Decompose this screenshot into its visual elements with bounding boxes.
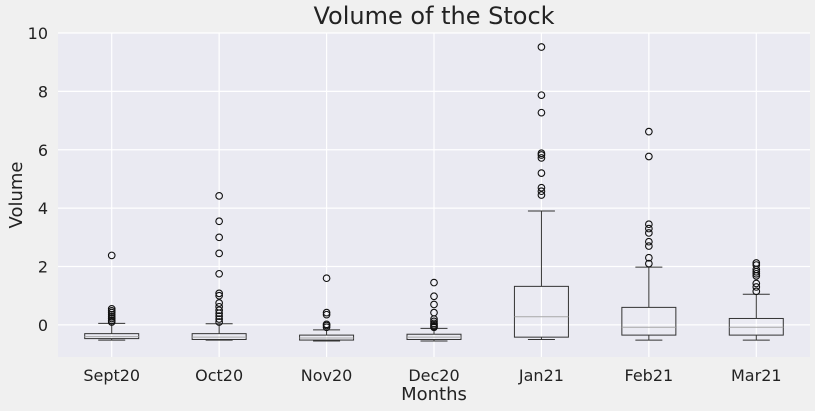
outlier-point xyxy=(215,249,223,258)
y-tick-label: 8 xyxy=(38,82,48,101)
iqr-box xyxy=(513,285,569,338)
y-axis-title: Volume xyxy=(6,162,27,229)
outlier-point xyxy=(322,323,331,332)
outlier-point xyxy=(215,309,223,318)
y-axis-ticks: 0 2 4 6 8 10 xyxy=(28,24,48,335)
outlier-point xyxy=(645,253,653,262)
outlier-point xyxy=(215,217,223,226)
box-mar21 xyxy=(728,259,784,341)
x-tick-label: Oct20 xyxy=(195,366,243,385)
outlier-point xyxy=(215,315,223,323)
iqr-box xyxy=(191,333,247,340)
outlier-point xyxy=(645,152,653,161)
x-tick-label: Feb21 xyxy=(625,366,674,385)
outlier-point xyxy=(645,259,653,268)
outlier-point xyxy=(107,304,116,313)
chart-title: Volume of the Stock xyxy=(313,2,554,30)
outlier-point xyxy=(322,308,331,317)
iqr-box xyxy=(621,306,677,336)
outlier-point xyxy=(215,312,223,320)
y-tick-label: 6 xyxy=(38,141,48,160)
outlier-point xyxy=(537,91,546,100)
outlier-point xyxy=(645,242,653,250)
x-tick-label: Mar21 xyxy=(731,366,782,385)
outlier-point xyxy=(752,287,761,296)
outlier-point xyxy=(537,108,546,117)
outlier-point xyxy=(430,292,438,301)
x-tick-label: Dec20 xyxy=(408,366,459,385)
outlier-point xyxy=(752,269,761,278)
outlier-point xyxy=(752,279,761,288)
outlier-point xyxy=(752,283,761,291)
outlier-point xyxy=(215,289,223,298)
box-feb21 xyxy=(621,127,677,341)
outlier-point xyxy=(107,318,116,326)
x-tick-label: Jan21 xyxy=(518,366,564,385)
x-tick-label: Nov20 xyxy=(301,366,353,385)
outlier-point xyxy=(537,169,546,177)
outlier-point xyxy=(537,43,546,51)
outlier-point xyxy=(215,233,223,242)
outlier-point xyxy=(430,315,438,323)
outlier-point xyxy=(537,191,546,199)
outlier-point xyxy=(215,269,223,278)
outlier-point xyxy=(645,229,653,237)
outlier-point xyxy=(215,306,223,315)
outlier-point xyxy=(107,310,116,319)
y-tick-label: 10 xyxy=(28,24,48,43)
box-dec20 xyxy=(406,278,462,342)
outlier-point xyxy=(215,192,223,200)
outlier-point xyxy=(322,274,331,283)
outlier-point xyxy=(430,317,438,326)
y-tick-label: 0 xyxy=(38,316,48,335)
box-nov20 xyxy=(299,274,355,342)
outlier-point xyxy=(107,251,116,260)
box-series xyxy=(84,43,784,342)
box-jan21 xyxy=(513,43,569,340)
outlier-point xyxy=(645,224,653,233)
outlier-point xyxy=(645,127,653,136)
outlier-point xyxy=(107,314,116,323)
y-tick-label: 2 xyxy=(38,258,48,277)
outlier-point xyxy=(215,291,223,300)
x-tick-label: Sept20 xyxy=(83,366,140,385)
outlier-point xyxy=(215,318,223,326)
box-oct20 xyxy=(191,192,247,341)
outlier-point xyxy=(322,310,331,319)
outlier-point xyxy=(430,300,438,309)
y-tick-label: 4 xyxy=(38,199,48,218)
outlier-point xyxy=(752,267,761,276)
outlier-point xyxy=(752,272,761,280)
outlier-point xyxy=(537,154,546,162)
outlier-point xyxy=(430,278,438,287)
x-axis-title: Months xyxy=(401,384,467,405)
outlier-point xyxy=(537,151,546,159)
outlier-point xyxy=(645,220,653,229)
outlier-point xyxy=(537,183,546,192)
x-axis-ticks: Sept20 Oct20 Nov20 Dec20 Jan21 Feb21 Mar21 xyxy=(83,366,781,385)
box-sept20 xyxy=(84,251,140,341)
outlier-point xyxy=(430,323,438,332)
outlier-point xyxy=(215,299,223,307)
outlier-point xyxy=(537,187,546,196)
outlier-point xyxy=(107,308,116,317)
outlier-point xyxy=(645,237,653,246)
